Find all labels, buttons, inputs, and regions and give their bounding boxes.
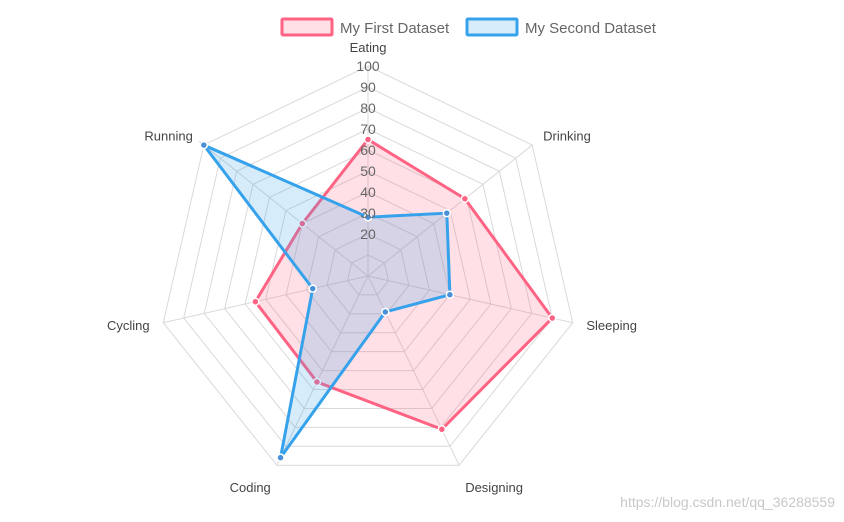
radar-axes	[163, 66, 573, 466]
tick-label-100: 100	[356, 58, 380, 74]
data-point-my-first-dataset-running[interactable]	[298, 219, 307, 228]
tick-label-90: 90	[360, 79, 376, 95]
series-area-my-first-dataset	[253, 137, 555, 432]
grid-ring-10	[346, 254, 390, 296]
tick-label-20: 20	[360, 226, 376, 242]
data-point-my-first-dataset-sleeping[interactable]	[548, 313, 557, 323]
axis-line-sleeping	[367, 275, 573, 324]
data-point-my-first-dataset-coding[interactable]	[312, 377, 322, 387]
tick-label-30: 30	[360, 205, 376, 221]
category-label-coding: Coding	[230, 480, 271, 495]
category-label-running: Running	[144, 128, 192, 143]
category-label-cycling: Cycling	[107, 318, 150, 333]
legend-item-second-dataset[interactable]: My Second Dataset	[465, 17, 657, 37]
data-point-my-second-dataset-coding[interactable]	[276, 453, 285, 462]
data-point-my-first-dataset-eating[interactable]	[363, 135, 373, 144]
grid-ring-80	[203, 107, 533, 428]
grid-ring-100	[162, 65, 574, 466]
tick-label-50: 50	[360, 163, 376, 179]
data-point-my-second-dataset-eating[interactable]	[363, 212, 373, 222]
legend-swatch-second-dataset	[465, 17, 519, 37]
category-label-eating: Eating	[350, 40, 387, 55]
category-label-drinking: Drinking	[543, 128, 591, 143]
radar-tick-labels: 20 30 40 50 60 70 80 90 100	[356, 58, 380, 242]
radar-series	[199, 135, 557, 462]
axis-line-designing	[367, 275, 460, 466]
grid-ring-20	[326, 233, 410, 315]
tick-label-70: 70	[360, 121, 376, 137]
grid-ring-30	[306, 212, 430, 334]
data-point-my-first-dataset-designing[interactable]	[437, 425, 447, 434]
data-point-my-first-dataset-drinking[interactable]	[460, 194, 470, 203]
data-point-my-second-dataset-designing[interactable]	[381, 307, 390, 317]
axis-line-cycling	[163, 275, 369, 324]
axis-line-coding	[276, 275, 369, 466]
legend-label-second-dataset: My Second Dataset	[525, 20, 657, 37]
axis-line-running	[203, 144, 369, 277]
tick-label-60: 60	[360, 142, 376, 158]
tick-label-80: 80	[360, 100, 376, 116]
legend-item-first-dataset[interactable]: My First Dataset	[280, 17, 450, 37]
data-point-my-first-dataset-cycling[interactable]	[251, 297, 260, 306]
category-label-designing: Designing	[465, 480, 523, 495]
grid-ring-40	[285, 191, 451, 353]
data-point-my-second-dataset-sleeping[interactable]	[445, 290, 455, 299]
grid-ring-60	[244, 149, 492, 391]
chart-legend: My First Dataset My Second Dataset	[280, 17, 657, 37]
radar-grid	[162, 65, 574, 466]
data-point-my-second-dataset-running[interactable]	[199, 140, 209, 150]
category-label-sleeping: Sleeping	[586, 318, 637, 333]
legend-swatch-first-dataset	[280, 17, 334, 37]
data-point-my-second-dataset-cycling[interactable]	[308, 284, 317, 293]
series-area-my-second-dataset	[199, 141, 452, 459]
grid-ring-90	[183, 86, 553, 447]
grid-ring-50	[265, 170, 471, 372]
tick-label-40: 40	[360, 184, 376, 200]
legend-label-first-dataset: My First Dataset	[340, 20, 450, 37]
data-point-my-second-dataset-drinking[interactable]	[442, 208, 452, 218]
watermark-text: https://blog.csdn.net/qq_36288559	[620, 494, 835, 510]
radar-point-labels: Eating Drinking Sleeping Designing Coding Cyc…	[107, 40, 637, 495]
